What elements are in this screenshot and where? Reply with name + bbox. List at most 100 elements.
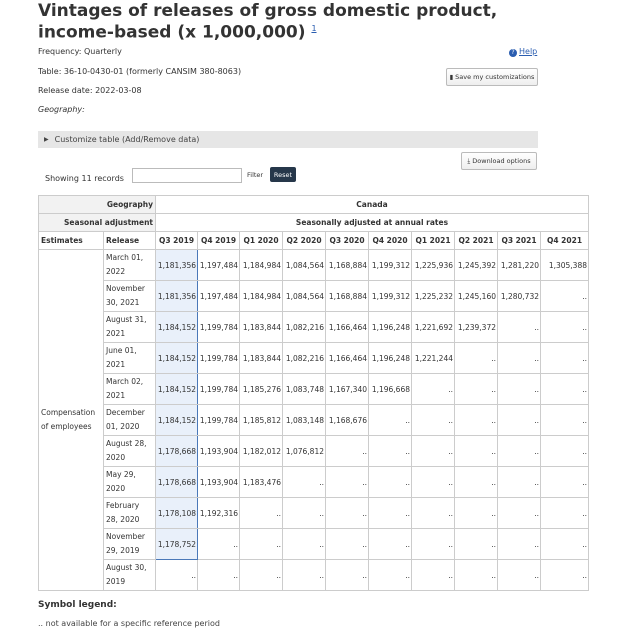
data-row: Compensation of employees March 01, 2022 1… — [38, 249, 589, 591]
value-cell: .. — [197, 528, 240, 560]
value-cell: 1,178,668 — [155, 435, 198, 467]
value-cell: .. — [325, 435, 369, 467]
value-cell: 1,196,248 — [368, 311, 412, 343]
value-cell: 1,239,372 — [454, 311, 498, 343]
column-header: Q1 2021 — [411, 231, 455, 250]
value-cell: 1,197,484 — [197, 280, 240, 312]
page-title: Vintages of releases of gross domestic p… — [38, 2, 508, 42]
release-date: Release date: 2022-03-08 — [38, 86, 142, 95]
value-cell: .. — [540, 559, 589, 591]
footnote-link[interactable]: 1 — [311, 24, 317, 33]
download-button[interactable]: ⤓ Download options — [461, 152, 537, 170]
value-cell: 1,225,936 — [411, 249, 455, 281]
column-header: Q3 2019 — [155, 231, 198, 250]
value-cell: .. — [325, 497, 369, 529]
value-cell: .. — [325, 559, 369, 591]
value-cell: 1,082,216 — [282, 311, 326, 343]
download-icon: ⤓ — [467, 156, 471, 165]
value-cell: .. — [497, 435, 541, 467]
value-cell: 1,182,012 — [239, 435, 283, 467]
record-count: Showing 11 records — [45, 174, 124, 183]
value-cell: .. — [282, 528, 326, 560]
column-header: Seasonally adjusted at annual rates — [155, 213, 589, 232]
help-icon: ? — [509, 49, 517, 57]
value-cell: .. — [454, 528, 498, 560]
value-cell: .. — [540, 466, 589, 498]
value-cell: .. — [540, 280, 589, 312]
value-cell: .. — [325, 466, 369, 498]
value-cell: .. — [454, 373, 498, 405]
value-cell: 1,178,108 — [155, 497, 198, 529]
value-cell: 1,083,748 — [282, 373, 326, 405]
value-cell: 1,199,784 — [197, 342, 240, 374]
filter-label: Filter — [247, 171, 264, 179]
data-row: December 01, 2020 1,184,152 1,199,784 1,185… — [39, 404, 589, 436]
value-cell: .. — [325, 528, 369, 560]
value-cell: 1,199,784 — [197, 404, 240, 436]
value-cell: .. — [239, 559, 283, 591]
help-text[interactable]: Help — [519, 47, 538, 56]
value-cell: 1,166,464 — [325, 311, 369, 343]
data-row: November 30, 2021 1,181,356 1,197,484 1,184… — [39, 280, 589, 312]
value-cell: .. — [282, 466, 326, 498]
value-cell: 1,184,984 — [239, 249, 283, 281]
value-cell: .. — [368, 559, 412, 591]
geography-label: Geography: — [38, 105, 85, 114]
value-cell: .. — [540, 373, 589, 405]
data-row: June 01, 2021 1,184,152 1,199,784 1,183,844… — [39, 342, 589, 374]
value-cell: 1,245,160 — [454, 280, 498, 312]
help-link[interactable]: ? Help — [509, 47, 537, 57]
value-cell: .. — [454, 342, 498, 374]
value-cell: 1,183,476 — [239, 466, 283, 498]
value-cell: .. — [411, 435, 455, 467]
data-row: August 30, 2019.................... — [39, 559, 589, 591]
value-cell: .. — [454, 559, 498, 591]
row-group-label: Compensation of employees — [38, 249, 104, 591]
value-cell: 1,184,152 — [155, 342, 198, 374]
release-cell: November 30, 2021 — [103, 280, 156, 312]
data-row: May 29, 2020 1,178,668 1,193,904 1,183,476.… — [39, 466, 589, 498]
header-row: Seasonal adjustment Seasonally adjusted a… — [38, 213, 589, 232]
value-cell: .. — [368, 435, 412, 467]
download-label: Download options — [472, 157, 531, 165]
column-header: Q1 2020 — [239, 231, 283, 250]
value-cell: .. — [540, 342, 589, 374]
value-cell: 1,199,784 — [197, 373, 240, 405]
value-cell: 1,196,248 — [368, 342, 412, 374]
value-cell: 1,199,312 — [368, 249, 412, 281]
customize-bar[interactable]: ▶ Customize table (Add/Remove data) — [38, 131, 538, 148]
value-cell: .. — [411, 373, 455, 405]
column-header: Q3 2020 — [325, 231, 369, 250]
value-cell: 1,168,676 — [325, 404, 369, 436]
value-cell: 1,225,232 — [411, 280, 455, 312]
value-cell: .. — [454, 497, 498, 529]
column-header: Q4 2019 — [197, 231, 240, 250]
value-cell: .. — [368, 466, 412, 498]
column-header: Q2 2021 — [454, 231, 498, 250]
value-cell: .. — [155, 559, 198, 591]
release-cell: August 28, 2020 — [103, 435, 156, 467]
header-row: Estimates Release Q3 2019 Q4 2019 Q1 2020 Q2 … — [38, 231, 589, 250]
value-cell: .. — [497, 311, 541, 343]
value-cell: .. — [411, 404, 455, 436]
value-cell: 1,082,216 — [282, 342, 326, 374]
value-cell: 1,185,812 — [239, 404, 283, 436]
value-cell: 1,167,340 — [325, 373, 369, 405]
value-cell: .. — [239, 497, 283, 529]
frequency: Frequency: Quarterly — [38, 47, 122, 56]
expand-icon: ▶ — [44, 136, 49, 143]
release-cell: November 29, 2019 — [103, 528, 156, 560]
value-cell: 1,084,564 — [282, 249, 326, 281]
data-row: November 29, 2019 1,178,752..............… — [39, 528, 589, 560]
value-cell: 1,199,784 — [197, 311, 240, 343]
value-cell: .. — [368, 404, 412, 436]
legend-description: not available for a specific reference p… — [45, 619, 220, 628]
value-cell: 1,178,752 — [155, 528, 198, 560]
reset-button[interactable]: Reset — [270, 167, 296, 182]
column-header: Q2 2020 — [282, 231, 326, 250]
filter-input[interactable] — [132, 168, 242, 183]
bookmark-icon: ▮ — [449, 73, 454, 81]
save-button[interactable]: ▮ Save my customizations — [446, 68, 538, 86]
value-cell: 1,181,356 — [155, 249, 198, 281]
